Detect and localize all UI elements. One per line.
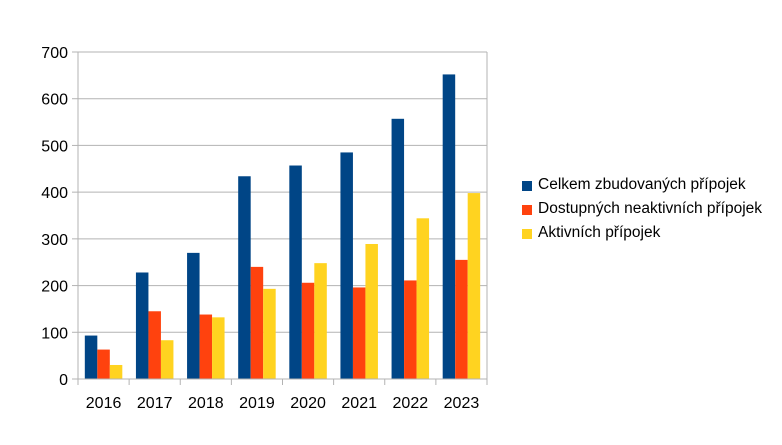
bar-celkem-2020	[289, 165, 302, 379]
legend-swatch	[522, 229, 532, 239]
bar-celkem-2017	[135, 272, 149, 379]
bar-aktivni-2022	[416, 218, 430, 379]
legend: Celkem zbudovaných přípojek Dostupných ne…	[522, 175, 777, 247]
bar-aktivni-2023	[467, 193, 481, 379]
legend-item: Aktivních přípojek	[522, 223, 777, 243]
bar-aktivni-2016	[109, 364, 123, 379]
bar-neaktivni-2019	[250, 266, 264, 379]
y-tick-label: 0	[59, 372, 68, 389]
bar-celkem-2016	[84, 335, 98, 379]
bar-neaktivni-2023	[455, 259, 468, 379]
x-tick-label: 2019	[239, 395, 275, 412]
legend-label: Celkem zbudovaných přípojek	[538, 176, 746, 193]
legend-item: Celkem zbudovaných přípojek	[522, 175, 777, 195]
bar-aktivni-2017	[160, 340, 174, 379]
y-tick-label: 300	[41, 232, 68, 249]
x-tick-label: 2018	[188, 395, 224, 412]
bar-aktivni-2019	[263, 288, 276, 379]
y-tick-label: 700	[41, 45, 68, 62]
x-tick-label: 2022	[393, 395, 429, 412]
bar-neaktivni-2020	[301, 282, 315, 379]
y-tick-label: 400	[41, 185, 68, 202]
bar-celkem-2019	[238, 176, 251, 379]
y-tick-label: 200	[41, 279, 68, 296]
bar-neaktivni-2022	[404, 280, 417, 379]
bar-neaktivni-2021	[352, 287, 366, 379]
bar-neaktivni-2018	[199, 314, 213, 379]
y-tick-label: 500	[41, 138, 68, 155]
x-tick-label: 2023	[444, 395, 480, 412]
legend-swatch	[522, 181, 532, 191]
legend-item: Dostupných neaktivních přípojek	[522, 199, 777, 219]
bar-neaktivni-2016	[97, 349, 110, 379]
legend-label: Dostupných neaktivních přípojek	[538, 200, 763, 217]
y-tick-label: 600	[41, 92, 68, 109]
bar-aktivni-2020	[314, 263, 327, 379]
legend-swatch	[522, 205, 532, 215]
x-tick-label: 2021	[341, 395, 377, 412]
bar-neaktivni-2017	[148, 311, 161, 379]
bar-aktivni-2021	[365, 243, 378, 379]
x-tick-label: 2017	[137, 395, 173, 412]
bar-aktivni-2018	[212, 317, 225, 379]
legend-label: Aktivních přípojek	[538, 224, 661, 241]
bar-celkem-2021	[340, 152, 353, 379]
y-tick-label: 100	[41, 325, 68, 342]
x-tick-label: 2016	[86, 395, 122, 412]
x-tick-label: 2020	[290, 395, 326, 412]
bar-celkem-2018	[187, 252, 200, 379]
bar-celkem-2022	[391, 118, 405, 380]
bar-celkem-2023	[442, 74, 456, 380]
